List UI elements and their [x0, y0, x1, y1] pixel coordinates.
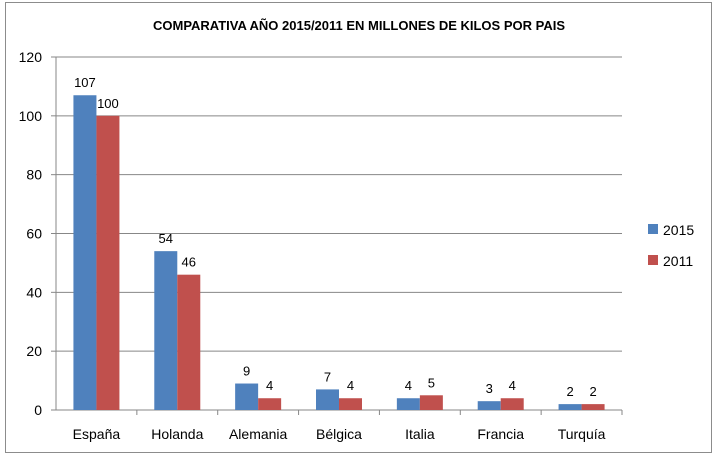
bar-2011 — [419, 395, 443, 410]
bar-2015 — [73, 95, 97, 410]
data-label: 4 — [347, 378, 354, 393]
legend: 2015 2011 — [648, 222, 694, 269]
bar-2011 — [339, 398, 362, 410]
data-label: 100 — [97, 96, 119, 111]
data-label: 9 — [243, 364, 250, 379]
y-tick-label: 0 — [34, 402, 42, 418]
bar-2015 — [396, 398, 420, 410]
bar-2011 — [96, 115, 120, 410]
y-tick-label: 20 — [26, 343, 42, 359]
bars — [73, 95, 605, 410]
x-tick-label: Holanda — [151, 426, 203, 442]
y-tick-label: 100 — [19, 108, 43, 124]
bar-2011 — [581, 404, 605, 410]
bar-2015 — [235, 383, 259, 410]
data-label: 2 — [566, 384, 573, 399]
chart-frame — [5, 2, 712, 453]
data-label: 54 — [159, 231, 173, 246]
data-label: 107 — [74, 75, 96, 90]
legend-label-2015: 2015 — [663, 222, 694, 238]
y-tick-label: 40 — [26, 284, 42, 300]
bar-2011 — [177, 274, 201, 410]
y-tick-label: 120 — [19, 49, 43, 65]
legend-label-2011: 2011 — [663, 253, 693, 269]
data-label: 2 — [589, 384, 596, 399]
y-tick-label: 60 — [26, 226, 42, 242]
legend-swatch-2011 — [648, 255, 658, 265]
x-tick-label: Italia — [405, 426, 435, 442]
bar-2015 — [154, 251, 178, 410]
data-label: 46 — [182, 255, 196, 270]
x-axis: España Holanda Alemania Bélgica Italia Franci… — [56, 409, 623, 442]
data-label: 3 — [486, 381, 493, 396]
data-label: 5 — [428, 375, 435, 390]
bar-2015 — [316, 389, 339, 410]
bar-2015 — [477, 401, 501, 410]
data-label: 4 — [405, 378, 412, 393]
x-tick-label: Bélgica — [316, 426, 362, 442]
y-tick-label: 80 — [26, 167, 42, 183]
data-label: 4 — [509, 378, 516, 393]
x-tick-label: Turquía — [558, 426, 606, 442]
x-tick-label: España — [73, 426, 121, 442]
y-axis: 0 20 40 60 80 100 120 — [19, 49, 57, 418]
bar-2015 — [558, 404, 582, 410]
data-label: 4 — [266, 378, 273, 393]
gridlines — [56, 56, 622, 411]
x-tick-label: Francia — [477, 426, 524, 442]
bar-2011 — [258, 398, 282, 410]
data-label: 7 — [324, 369, 331, 384]
bar-2011 — [500, 398, 524, 410]
x-tick-label: Alemania — [229, 426, 288, 442]
chart-title: COMPARATIVA AÑO 2015/2011 EN MILLONES DE… — [153, 18, 565, 33]
legend-swatch-2015 — [648, 224, 658, 234]
